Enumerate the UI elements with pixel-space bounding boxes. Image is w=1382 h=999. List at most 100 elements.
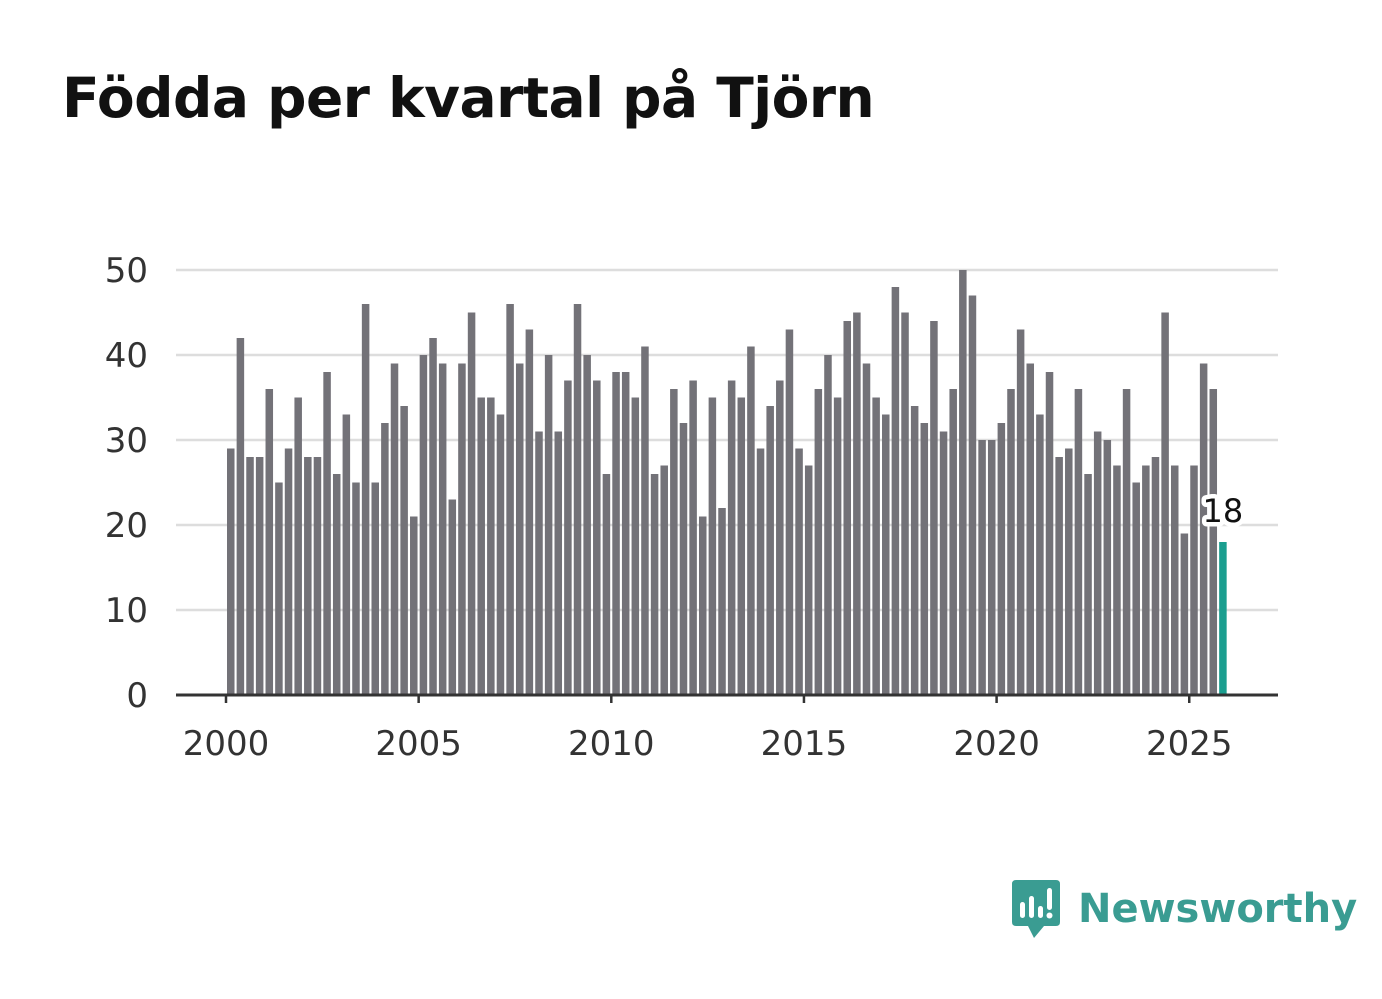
bar <box>766 406 774 695</box>
bar <box>718 508 726 695</box>
x-tick-label: 2010 <box>568 724 655 764</box>
bar <box>583 355 591 695</box>
newsworthy-logo-icon <box>1012 880 1060 938</box>
data-label-halo: 18 <box>1203 492 1244 530</box>
bar <box>631 397 640 695</box>
bar <box>304 457 312 695</box>
bar <box>496 414 505 695</box>
bar-latest <box>1219 542 1227 695</box>
bar <box>332 474 341 695</box>
bar <box>756 448 765 695</box>
bar <box>410 516 418 695</box>
bar <box>1055 457 1063 695</box>
bar <box>419 355 428 695</box>
y-tick-label: 20 <box>105 506 148 546</box>
bar <box>1045 372 1054 695</box>
bar <box>910 406 919 695</box>
bar <box>747 346 755 695</box>
bar <box>708 397 717 695</box>
x-tick-label: 2020 <box>953 724 1040 764</box>
bars <box>227 270 1227 695</box>
bar <box>313 457 322 695</box>
bar <box>612 372 620 695</box>
bar <box>901 312 909 695</box>
bar <box>515 363 524 695</box>
bar <box>853 312 861 695</box>
bar <box>833 397 842 695</box>
bar <box>1036 414 1044 695</box>
data-label-latest: 18 <box>1203 492 1244 530</box>
x-tick-label: 2000 <box>183 724 270 764</box>
bar <box>959 270 967 695</box>
bar <box>1093 431 1102 695</box>
bar <box>920 423 929 695</box>
bar <box>284 448 293 695</box>
bar <box>371 482 380 695</box>
bar <box>882 414 890 695</box>
chart-title: Födda per kvartal på Tjörn <box>62 66 875 130</box>
y-tick-label: 10 <box>105 591 148 631</box>
bar <box>323 372 331 695</box>
bar <box>535 431 543 695</box>
bar <box>843 321 851 695</box>
bar <box>1016 329 1025 695</box>
bar <box>381 423 389 695</box>
bar <box>727 380 736 695</box>
bar <box>891 287 900 695</box>
bar <box>776 380 784 695</box>
bar <box>573 304 582 695</box>
bar <box>1132 482 1140 695</box>
bar <box>506 304 514 695</box>
bar <box>1199 363 1208 695</box>
bar <box>602 474 611 695</box>
x-axis-labels: 2000 2005 2010 2015 2020 2025 <box>183 724 1233 764</box>
bar <box>660 465 668 695</box>
bar <box>458 363 466 695</box>
bar <box>227 448 235 695</box>
bar <box>670 389 678 695</box>
grid-lines <box>176 268 1278 612</box>
bar <box>949 389 957 695</box>
y-tick-label: 30 <box>105 421 148 461</box>
bar <box>342 414 351 695</box>
bar <box>1113 465 1121 695</box>
bar <box>1026 363 1035 695</box>
bar <box>1007 389 1015 695</box>
bar <box>554 431 563 695</box>
y-axis-labels: 0 10 20 30 40 50 <box>105 251 148 716</box>
bar <box>862 363 871 695</box>
bar <box>1180 533 1189 695</box>
y-tick-label: 50 <box>105 251 148 291</box>
bar <box>544 355 553 695</box>
x-tick-label: 2025 <box>1146 724 1233 764</box>
bar <box>930 321 938 695</box>
bar <box>564 380 572 695</box>
x-tick-label: 2005 <box>375 724 462 764</box>
bar <box>679 423 688 695</box>
bar <box>429 338 437 695</box>
bar <box>814 389 823 695</box>
bar <box>1161 312 1169 695</box>
bar <box>698 516 707 695</box>
bar <box>978 440 986 695</box>
y-tick-label: 40 <box>105 336 148 376</box>
bar <box>352 482 360 695</box>
bar <box>246 457 254 695</box>
bar <box>824 355 832 695</box>
bar <box>294 397 302 695</box>
bar <box>1065 448 1073 695</box>
bar <box>487 397 495 695</box>
bar <box>737 397 746 695</box>
bar <box>275 482 283 695</box>
bar <box>621 372 630 695</box>
bar <box>1084 474 1092 695</box>
bar <box>987 440 996 695</box>
bar <box>968 295 977 695</box>
bar <box>1209 389 1218 695</box>
bar <box>467 312 476 695</box>
bar <box>795 448 803 695</box>
bar <box>1122 389 1131 695</box>
x-tick-label: 2015 <box>761 724 848 764</box>
